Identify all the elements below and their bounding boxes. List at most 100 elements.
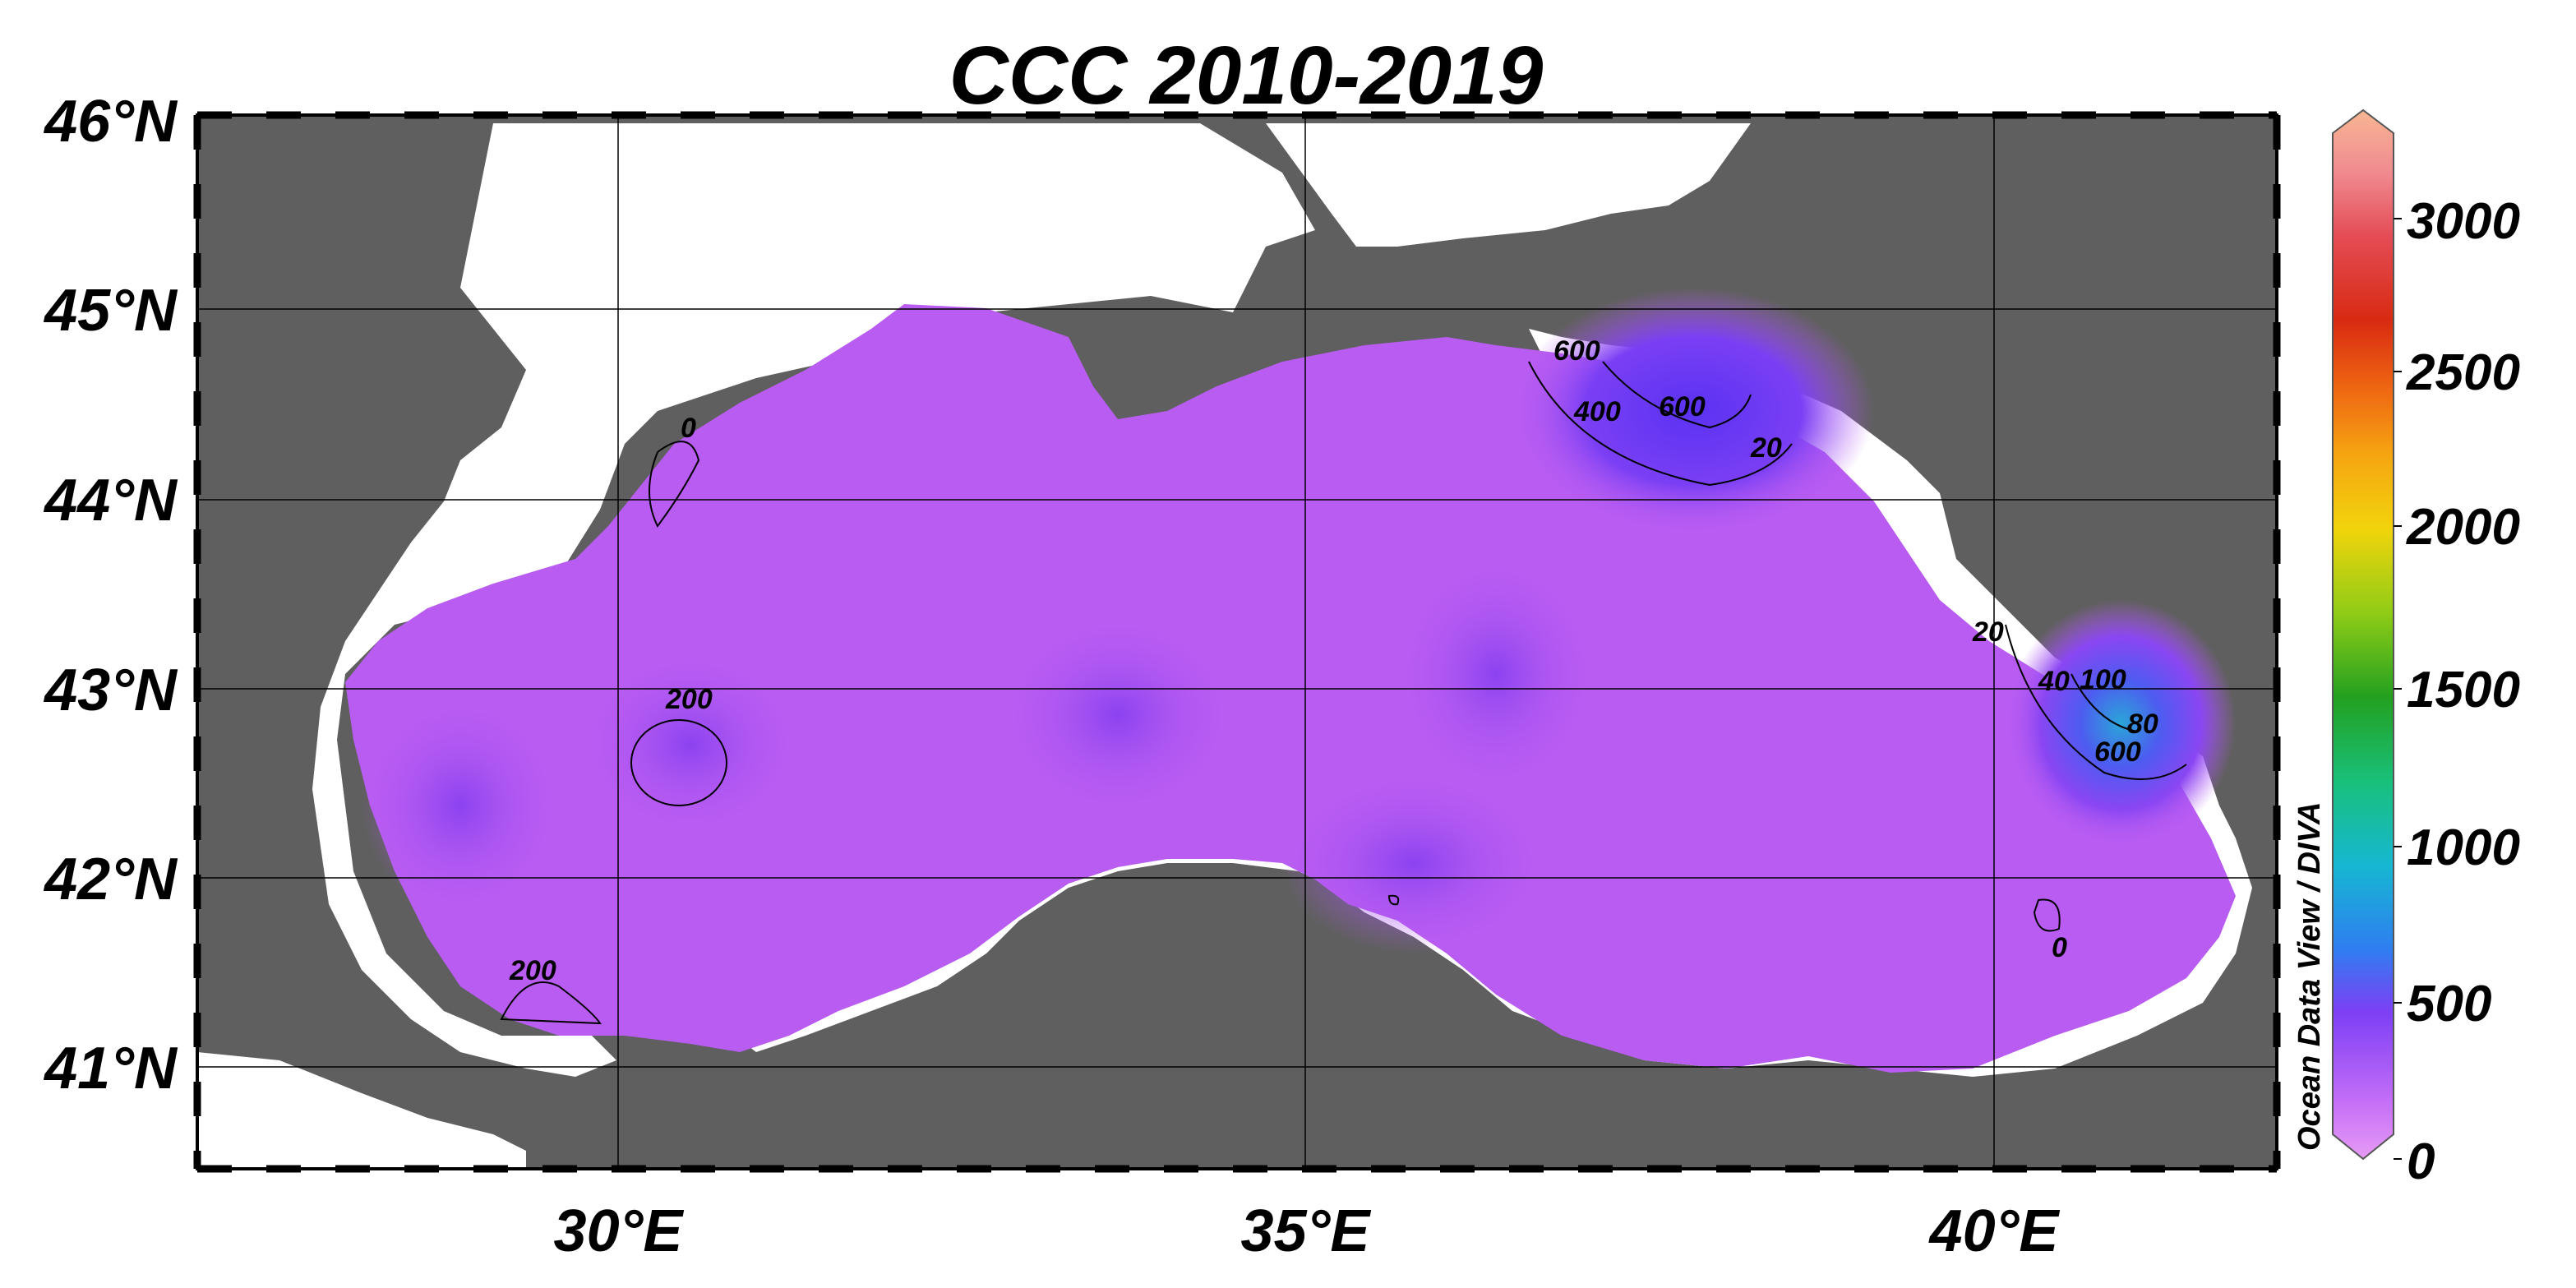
frame-dash — [2061, 1165, 2096, 1173]
frame-dash — [1371, 1165, 1406, 1173]
contour-label: 100 — [2080, 664, 2126, 695]
frame-dash — [2273, 529, 2281, 564]
frame-dash — [193, 736, 201, 771]
graticule — [197, 115, 2277, 1169]
frame-dash — [542, 111, 577, 119]
frame-dash — [193, 529, 201, 564]
frame-dash — [193, 322, 201, 357]
frame-dash — [888, 1165, 922, 1173]
frame-dash — [2273, 184, 2281, 219]
contour-label: 600 — [1553, 335, 1600, 367]
contour-label: 40 — [2038, 666, 2070, 697]
contour-label: 0 — [681, 413, 696, 444]
frame-dash — [2273, 736, 2281, 771]
frame-dash — [957, 111, 991, 119]
colorbar-tick-label: 2500 — [2406, 344, 2520, 401]
lon-label-35: 35°E — [1241, 1198, 1372, 1264]
frame-dash — [404, 111, 439, 119]
colorbar-tick-label: 1000 — [2407, 819, 2520, 876]
frame-dash — [193, 667, 201, 702]
frame-dash — [193, 391, 201, 426]
contour-label: 400 — [1573, 396, 1621, 427]
odv-credit: Ocean Data View / DIVA — [2292, 802, 2327, 1151]
frame-dash — [1509, 111, 1544, 119]
frame-dash — [750, 111, 784, 119]
frame-dash — [193, 460, 201, 495]
frame-dash — [1371, 111, 1406, 119]
frame-dash — [1785, 1165, 1820, 1173]
colorbar-tick-label: 500 — [2407, 976, 2491, 1032]
frame-dash — [681, 1165, 715, 1173]
frame-dash — [1095, 111, 1129, 119]
colorbar: 3000 2500 2000 1500 1000 500 0 Ocean Dat… — [2292, 108, 2520, 1190]
frame-dash — [193, 806, 201, 840]
frame-dash — [612, 1165, 646, 1173]
frame-dash — [681, 111, 715, 119]
frame-dash — [335, 111, 370, 119]
frame-dash — [1923, 1165, 1958, 1173]
frame-dash — [2273, 460, 2281, 495]
frame-dash — [1302, 1165, 1336, 1173]
frame-dash — [1440, 1165, 1475, 1173]
frame-dash — [888, 111, 922, 119]
colorbar-tick-label: 1500 — [2407, 662, 2520, 718]
frame-dash — [1578, 1165, 1613, 1173]
frame-dash — [1440, 111, 1475, 119]
frame-dash — [1026, 111, 1060, 119]
frame-dash — [473, 1165, 508, 1173]
frame-dash — [197, 111, 232, 119]
frame-dash — [197, 1165, 232, 1173]
frame-dash — [2273, 115, 2281, 150]
coastal-white-northwest — [312, 123, 1315, 1077]
frame-dash — [1647, 1165, 1682, 1173]
frame-dash — [2131, 111, 2165, 119]
lat-label-42: 42°N — [43, 847, 178, 912]
frame-dash — [1164, 1165, 1198, 1173]
colorbar-tick-label: 3000 — [2407, 193, 2520, 250]
frame-dash — [612, 111, 646, 119]
frame-dash — [1854, 1165, 1889, 1173]
frame-dash — [1647, 111, 1682, 119]
frame-dash — [266, 1165, 301, 1173]
frame-dash — [473, 111, 508, 119]
frame-dash — [1992, 111, 2027, 119]
frame-dash — [1095, 1165, 1129, 1173]
frame-dash — [1854, 111, 1889, 119]
colorbar-tick-label: 2000 — [2406, 499, 2520, 556]
lower-left-white-basin — [197, 1052, 526, 1169]
contour-label: 600 — [1659, 391, 1706, 422]
frame-dash — [1302, 111, 1336, 119]
contour-label: 80 — [2127, 709, 2158, 740]
frame-dash — [2273, 667, 2281, 702]
frame-dash — [542, 1165, 577, 1173]
frame-dash — [193, 184, 201, 219]
frame-dash — [1716, 1165, 1751, 1173]
contour-label: 20 — [1750, 432, 1782, 464]
frame-dash — [2200, 111, 2234, 119]
lat-label-44: 44°N — [43, 468, 178, 533]
colorbar-bar — [2332, 108, 2394, 1161]
latitude-labels: 46°N 45°N 44°N 43°N 42°N 41°N — [43, 89, 178, 1101]
contour-label: 200 — [509, 955, 556, 986]
contour-label: 200 — [665, 684, 713, 715]
frame-dash — [2273, 391, 2281, 426]
frame-dash — [193, 1151, 201, 1169]
contour-lines — [500, 361, 2187, 1025]
frame-dash — [2061, 111, 2096, 119]
frame-dash — [819, 111, 853, 119]
frame-dash — [2200, 1165, 2234, 1173]
lat-label-41: 41°N — [43, 1036, 178, 1101]
lon-label-30: 30°E — [554, 1198, 685, 1264]
azov-sea — [1266, 123, 1751, 247]
frame-dash — [1785, 111, 1820, 119]
frame-dash — [2273, 875, 2281, 909]
frame-dash — [193, 1013, 201, 1047]
frame-dash — [2269, 111, 2277, 119]
map-frame — [193, 111, 2281, 1173]
frame-dash — [2131, 1165, 2165, 1173]
frame-dash — [266, 111, 301, 119]
deep-patches — [362, 288, 2236, 953]
chart-title: CCC 2010-2019 — [949, 30, 1544, 122]
lat-label-45: 45°N — [43, 278, 178, 344]
frame-dash — [1164, 111, 1198, 119]
